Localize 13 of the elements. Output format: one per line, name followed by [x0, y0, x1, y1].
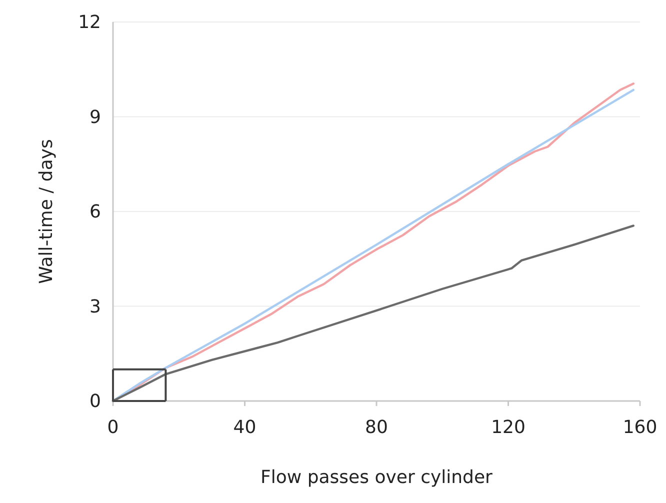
x-tick-label: 40: [233, 417, 256, 438]
x-tick-label: 0: [107, 417, 119, 438]
y-tick-label: 3: [90, 296, 101, 318]
y-tick-label: 0: [90, 391, 101, 412]
x-axis-title: Flow passes over cylinder: [260, 467, 494, 488]
x-tick-label: 160: [622, 417, 658, 438]
y-tick-label: 9: [90, 106, 101, 128]
y-axis-title: Wall-time / days: [36, 139, 57, 284]
x-tick-label: 80: [365, 417, 388, 438]
x-tick-label: 120: [491, 417, 526, 438]
y-tick-label: 6: [90, 202, 101, 222]
line-series: [112, 224, 635, 402]
y-tick-label: 12: [78, 12, 101, 33]
